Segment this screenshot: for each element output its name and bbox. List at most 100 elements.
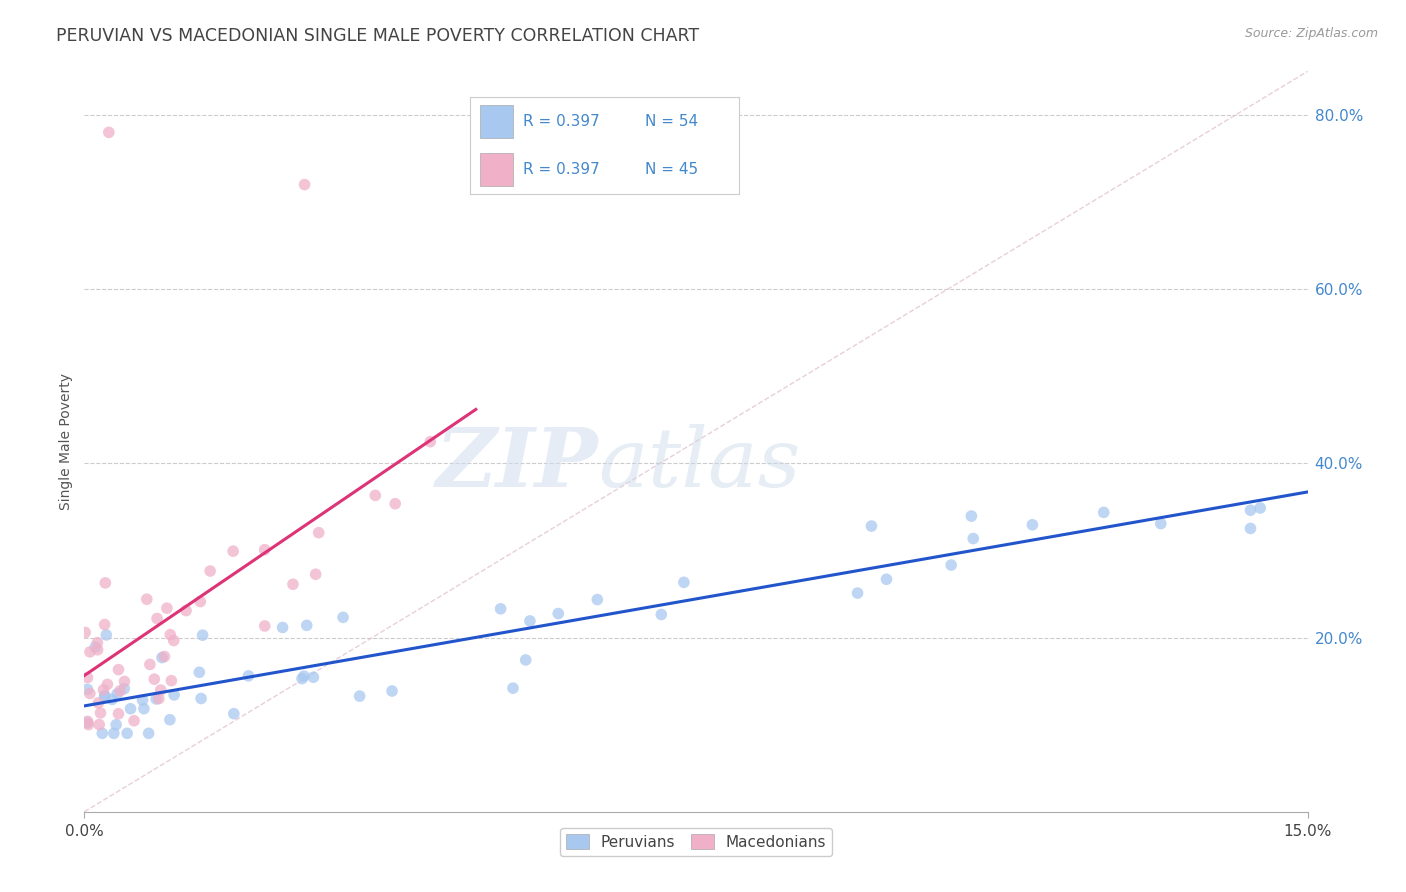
Point	[222, 706, 245, 721]
Point	[150, 650, 173, 665]
Point	[188, 665, 211, 680]
Point	[145, 692, 167, 706]
Point	[112, 681, 135, 696]
Point	[222, 544, 245, 558]
Point	[191, 628, 214, 642]
Point	[149, 683, 172, 698]
Point	[96, 677, 118, 691]
Point	[419, 434, 441, 449]
Point	[120, 702, 142, 716]
Point	[302, 670, 325, 684]
Point	[101, 692, 124, 706]
Point	[292, 669, 315, 683]
Point	[174, 604, 197, 618]
Point	[253, 619, 276, 633]
Legend: Peruvians, Macedonians: Peruvians, Macedonians	[560, 828, 832, 856]
Point	[89, 706, 111, 720]
Point	[672, 575, 695, 590]
Point	[381, 684, 404, 698]
Point	[76, 715, 98, 730]
Point	[846, 586, 869, 600]
Point	[105, 717, 128, 731]
Point	[502, 681, 524, 695]
Point	[384, 497, 406, 511]
Point	[238, 669, 260, 683]
Point	[122, 714, 145, 728]
Point	[1239, 503, 1261, 517]
Point	[77, 717, 100, 731]
Point	[519, 614, 541, 628]
Point	[89, 717, 111, 731]
Point	[650, 607, 672, 622]
Point	[94, 689, 117, 703]
Point	[131, 693, 153, 707]
Text: Source: ZipAtlas.com: Source: ZipAtlas.com	[1244, 27, 1378, 40]
Point	[97, 125, 120, 139]
Point	[308, 525, 330, 540]
Point	[1092, 505, 1115, 519]
Point	[114, 674, 136, 689]
Point	[79, 686, 101, 700]
Point	[305, 567, 328, 582]
Point	[148, 691, 170, 706]
Point	[146, 611, 169, 625]
Point	[941, 558, 963, 572]
Point	[291, 672, 314, 686]
Point	[489, 602, 512, 616]
Point	[295, 618, 318, 632]
Point	[93, 682, 115, 697]
Point	[87, 696, 110, 710]
Point	[103, 726, 125, 740]
Point	[86, 635, 108, 649]
Point	[76, 682, 98, 697]
Point	[107, 663, 129, 677]
Point	[93, 690, 115, 704]
Point	[515, 653, 537, 667]
Text: atlas: atlas	[598, 424, 800, 504]
Point	[1249, 500, 1271, 515]
Point	[1239, 521, 1261, 535]
Point	[139, 657, 162, 672]
Point	[160, 673, 183, 688]
Point	[198, 564, 221, 578]
Point	[108, 683, 131, 698]
Point	[364, 488, 387, 502]
Point	[163, 633, 186, 648]
Point	[190, 691, 212, 706]
Text: PERUVIAN VS MACEDONIAN SINGLE MALE POVERTY CORRELATION CHART: PERUVIAN VS MACEDONIAN SINGLE MALE POVER…	[56, 27, 699, 45]
Point	[1021, 517, 1043, 532]
Point	[1150, 516, 1173, 531]
Point	[860, 519, 883, 533]
Point	[91, 726, 114, 740]
Point	[349, 689, 371, 703]
Y-axis label: Single Male Poverty: Single Male Poverty	[59, 373, 73, 510]
Point	[159, 713, 181, 727]
Point	[163, 688, 186, 702]
Text: ZIP: ZIP	[436, 424, 598, 504]
Point	[76, 714, 98, 729]
Point	[188, 594, 211, 608]
Point	[876, 572, 898, 586]
Point	[105, 687, 128, 701]
Point	[86, 642, 108, 657]
Point	[115, 726, 138, 740]
Point	[93, 617, 115, 632]
Point	[96, 628, 118, 642]
Point	[547, 607, 569, 621]
Point	[153, 649, 176, 664]
Point	[138, 726, 160, 740]
Point	[586, 592, 609, 607]
Point	[143, 672, 166, 686]
Point	[76, 671, 98, 685]
Point	[332, 610, 354, 624]
Point	[79, 645, 101, 659]
Point	[281, 577, 304, 591]
Point	[253, 542, 276, 557]
Point	[94, 575, 117, 590]
Point	[84, 640, 107, 654]
Point	[294, 178, 316, 192]
Point	[107, 706, 129, 721]
Point	[960, 509, 983, 524]
Point	[135, 592, 157, 607]
Point	[156, 601, 179, 615]
